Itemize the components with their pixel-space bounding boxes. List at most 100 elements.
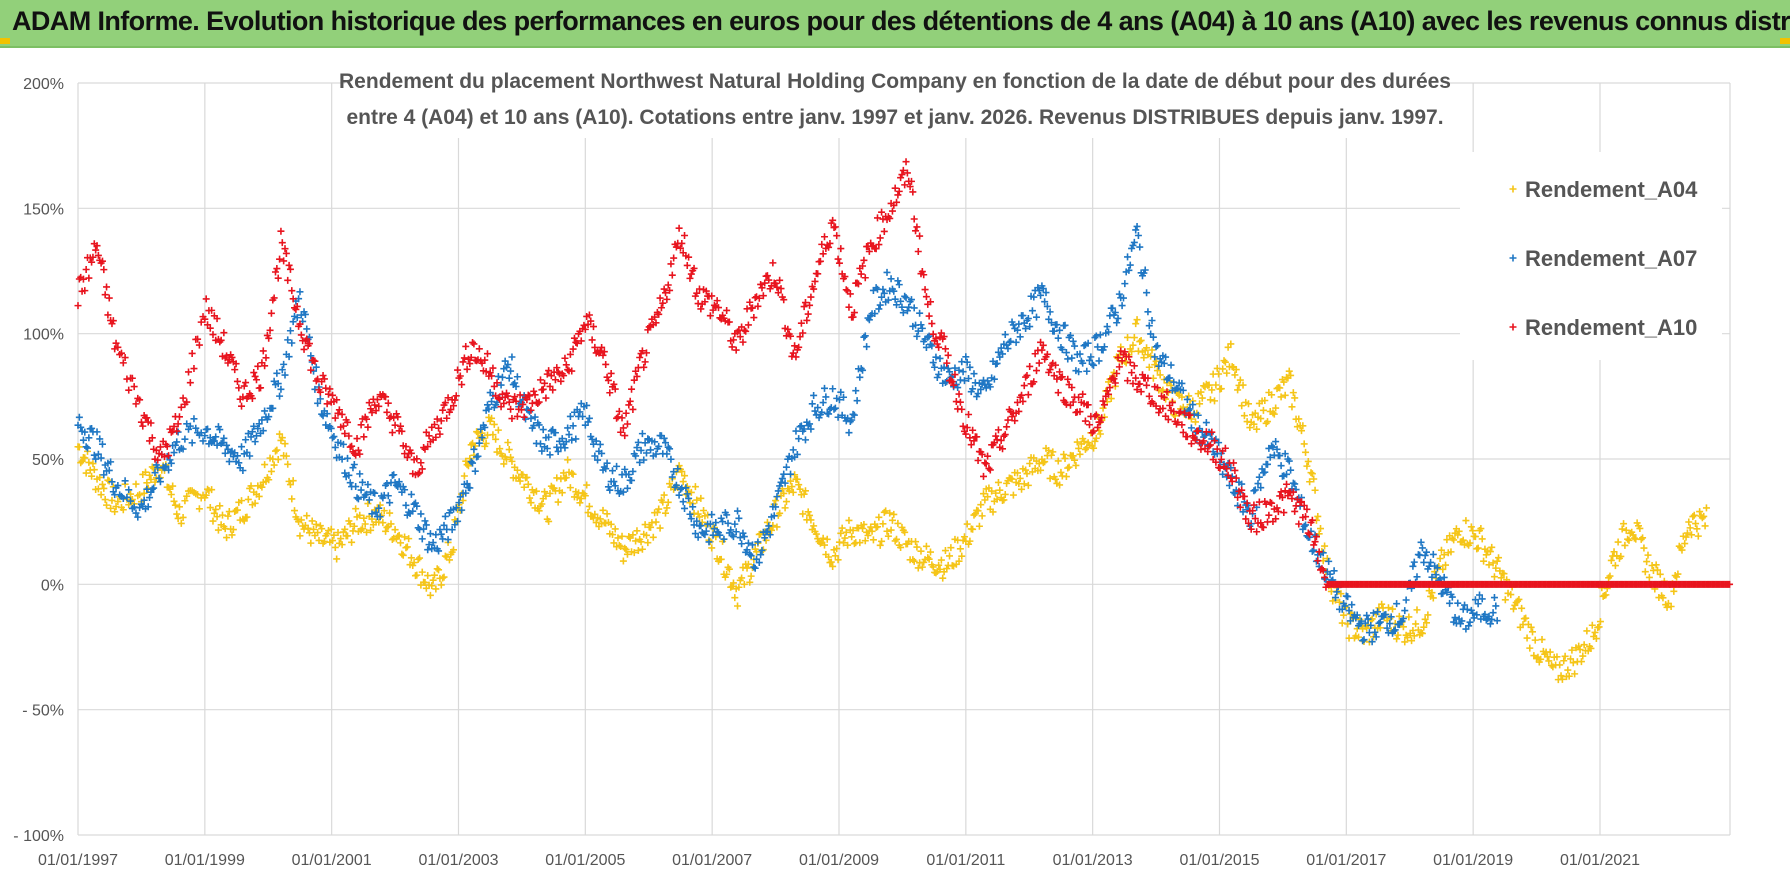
- data-point: [1607, 556, 1615, 564]
- data-point: [822, 393, 830, 401]
- data-point: [459, 497, 467, 505]
- data-point: [316, 395, 324, 403]
- data-point: [1234, 386, 1242, 394]
- data-point: [924, 333, 932, 341]
- series-Rendement_A04: [74, 316, 1710, 684]
- data-point: [1121, 280, 1129, 288]
- data-point: [1264, 460, 1272, 468]
- data-point: [210, 437, 218, 445]
- data-point: [288, 339, 296, 347]
- data-point: [424, 572, 432, 580]
- data-point: [655, 310, 663, 318]
- data-point: [1393, 635, 1401, 643]
- data-point: [497, 381, 505, 389]
- data-point: [384, 399, 392, 407]
- data-point: [278, 366, 286, 374]
- data-point: [1429, 550, 1437, 558]
- data-point: [754, 302, 762, 310]
- data-point: [357, 526, 365, 534]
- data-point: [1219, 470, 1227, 478]
- data-point: [773, 283, 781, 291]
- data-point: [1186, 405, 1194, 413]
- data-point: [140, 489, 148, 497]
- data-point: [1164, 416, 1172, 424]
- data-point: [936, 565, 944, 573]
- data-point: [929, 563, 937, 571]
- data-point: [742, 327, 750, 335]
- data-point: [440, 521, 448, 529]
- data-point: [314, 529, 322, 537]
- data-point: [853, 397, 861, 405]
- data-point: [488, 414, 496, 422]
- data-point: [546, 451, 554, 459]
- data-point: [1302, 513, 1310, 521]
- data-point: [840, 539, 848, 547]
- x-tick-label: 01/01/1999: [165, 852, 245, 869]
- data-point: [682, 484, 690, 492]
- data-point: [81, 287, 89, 295]
- data-point: [541, 379, 549, 387]
- data-point: [861, 537, 869, 545]
- data-point: [364, 500, 372, 508]
- data-point: [1124, 377, 1132, 385]
- data-point: [811, 277, 819, 285]
- data-point: [469, 459, 477, 467]
- data-point: [795, 481, 803, 489]
- data-point: [710, 301, 718, 309]
- data-point: [690, 521, 698, 529]
- data-point: [364, 481, 372, 489]
- data-point: [1178, 393, 1186, 401]
- data-point: [572, 435, 580, 443]
- data-point: [270, 461, 278, 469]
- banner-corner-right: [1780, 38, 1790, 44]
- data-point: [1564, 666, 1572, 674]
- data-point: [1215, 439, 1223, 447]
- data-point: [566, 350, 574, 358]
- data-point: [797, 319, 805, 327]
- series-Rendement_A07: [74, 222, 1501, 646]
- data-point: [94, 450, 102, 458]
- data-point: [414, 555, 422, 563]
- data-point: [1273, 445, 1281, 453]
- data-point: [1220, 357, 1228, 365]
- data-point: [716, 531, 724, 539]
- data-point: [890, 510, 898, 518]
- data-point: [895, 281, 903, 289]
- data-point: [914, 564, 922, 572]
- data-point: [503, 455, 511, 463]
- data-point: [1049, 448, 1057, 456]
- data-point: [1493, 557, 1501, 565]
- data-point: [937, 329, 945, 337]
- data-point: [477, 425, 485, 433]
- data-point: [633, 444, 641, 452]
- data-point: [1312, 533, 1320, 541]
- data-point: [647, 446, 655, 454]
- data-point: [1160, 359, 1168, 367]
- data-point: [341, 525, 349, 533]
- data-point: [1208, 428, 1216, 436]
- data-point: [173, 427, 181, 435]
- data-point: [261, 362, 269, 370]
- data-point: [1372, 633, 1380, 641]
- data-point: [527, 414, 535, 422]
- data-point: [1081, 417, 1089, 425]
- data-point: [421, 579, 429, 587]
- data-point: [199, 437, 207, 445]
- y-tick-label: - 50%: [22, 703, 64, 720]
- data-point: [1013, 326, 1021, 334]
- data-point: [667, 260, 675, 268]
- data-point: [667, 455, 675, 463]
- data-point: [1018, 485, 1026, 493]
- data-point: [970, 437, 978, 445]
- data-point: [637, 446, 645, 454]
- data-point: [329, 391, 337, 399]
- data-point: [1242, 515, 1250, 523]
- data-point: [1291, 507, 1299, 515]
- data-point: [1300, 440, 1308, 448]
- data-point: [407, 554, 415, 562]
- data-point: [248, 394, 256, 402]
- data-point: [626, 397, 634, 405]
- data-point: [611, 525, 619, 533]
- data-point: [947, 544, 955, 552]
- data-point: [364, 423, 372, 431]
